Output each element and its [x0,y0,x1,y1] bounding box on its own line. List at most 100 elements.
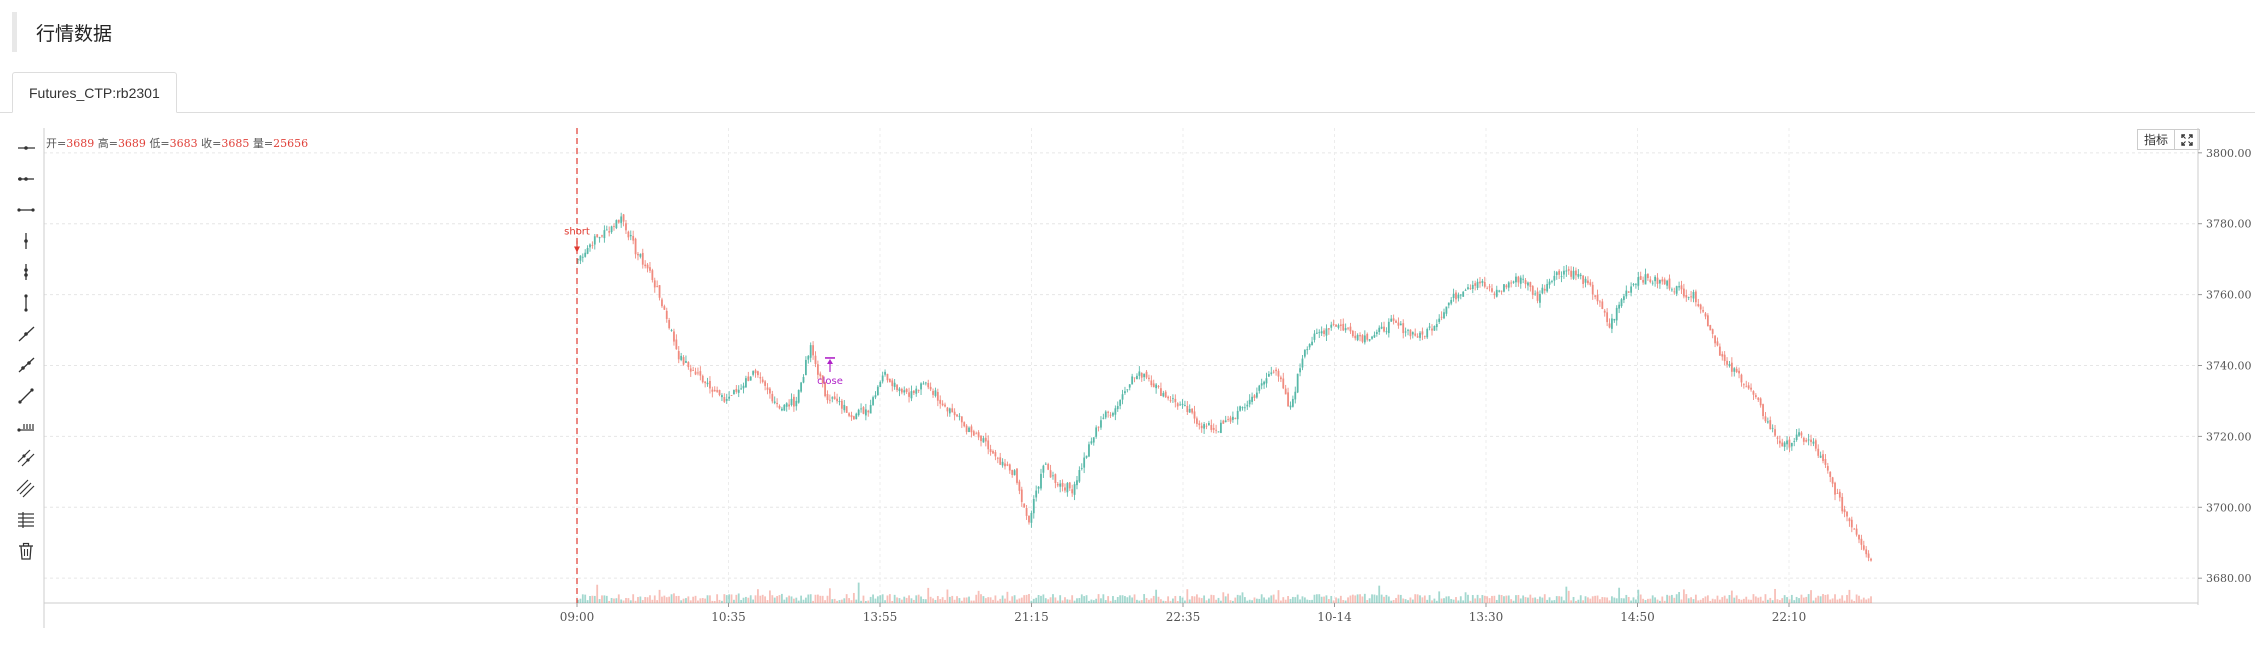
page-header: 行情数据 [12,12,112,52]
candle-body [1507,282,1510,288]
fullscreen-icon[interactable] [2175,129,2201,150]
volume-bar [1498,594,1501,603]
candle-body [924,382,927,384]
volume-bar [1752,594,1755,603]
price-range-icon[interactable] [10,411,42,442]
candle-body [1092,437,1095,443]
volume-bar [1179,595,1182,603]
candle-body [1395,320,1397,323]
horizontal-segment-icon[interactable] [10,163,42,194]
candle-body [1625,290,1628,297]
candle-body [764,381,767,386]
candle-body [802,377,805,383]
volume-bar [1231,600,1234,603]
candle-body [1831,477,1834,484]
volume-bar [1771,600,1774,603]
volume-bar [1030,600,1033,603]
volume-bar [1059,595,1062,603]
volume-bar [816,594,819,603]
trash-icon[interactable] [10,535,42,566]
vertical-ray-icon[interactable] [10,225,42,256]
candle-body [896,384,898,391]
candle-body [819,373,822,377]
volume-bar [608,600,611,603]
candle-body [1575,270,1577,276]
volume-bar [1371,594,1373,603]
volume-bar [1112,596,1114,603]
volume-bar [888,594,891,603]
volume-bar [1455,597,1457,603]
volume-bar [1291,596,1294,603]
volume-bar [1318,594,1321,603]
trend-line-icon[interactable] [10,380,42,411]
volume-bar [1140,600,1143,603]
candle-body [1819,455,1822,458]
volume-bar [905,597,908,603]
volume-bar [1524,597,1527,603]
candle-body [1503,284,1505,292]
indicator-button[interactable]: 指标 [2137,129,2176,150]
candle-body [1822,454,1824,461]
horizontal-line-icon[interactable] [10,194,42,225]
y-tick-label: 3680.00 [2206,572,2252,585]
trend-segment-icon[interactable] [10,349,42,380]
volume-bar [1601,597,1604,603]
volume-bar [591,595,594,603]
candle-body [1579,274,1582,276]
volume-bar [1167,596,1170,603]
volume-bar [1013,595,1016,603]
candle-body [1124,391,1126,394]
candle-body [778,405,781,409]
vertical-segment-icon[interactable] [10,256,42,287]
volume-bar [1680,599,1683,603]
candle-body [1294,391,1297,400]
volume-bar [1778,600,1781,603]
candle-body [1519,277,1522,284]
volume-bar [706,595,709,603]
candle-body [1515,276,1517,283]
candle-body [1752,391,1755,395]
tab-futures-rb2301[interactable]: Futures_CTP:rb2301 [12,72,177,113]
volume-bar [1479,598,1481,603]
candle-body [891,380,894,387]
volume-bar [884,600,886,603]
candle-body [1867,553,1870,558]
parallel-channel-icon[interactable] [10,442,42,473]
volume-bar [649,595,651,603]
trend-ray-icon[interactable] [10,318,42,349]
candle-body [1263,381,1265,385]
candle-body [1136,375,1138,380]
candle-body [1517,276,1520,283]
multi-channel-icon[interactable] [10,473,42,504]
candle-body [1407,329,1409,331]
volume-bar [965,597,968,603]
candle-body [915,388,918,394]
candle-body [728,396,731,399]
candle-body [1512,281,1515,283]
candle-body [836,398,838,402]
candle-body [670,330,673,331]
open-value: 3689 [66,137,95,150]
candle-body [1443,312,1445,319]
candle-body [1716,341,1719,346]
volume-bar [1255,598,1258,603]
volume-bar [1224,596,1227,603]
candle-body [709,380,711,389]
candle-body [1107,411,1110,413]
volume-bar [1164,600,1167,603]
volume-bar [922,599,925,603]
volume-bar [1097,594,1100,603]
volume-bar [924,599,927,603]
candle-body [814,355,817,365]
vertical-line-icon[interactable] [10,287,42,318]
candle-body [1231,416,1234,420]
fibonacci-icon[interactable] [10,504,42,535]
volume-bar [1335,597,1337,603]
candle-body [946,407,949,412]
volume-bar [1076,598,1078,603]
candle-body [1433,326,1436,331]
horizontal-ray-icon[interactable] [10,132,42,163]
volume-bar [860,600,862,603]
candle-body [831,397,834,399]
